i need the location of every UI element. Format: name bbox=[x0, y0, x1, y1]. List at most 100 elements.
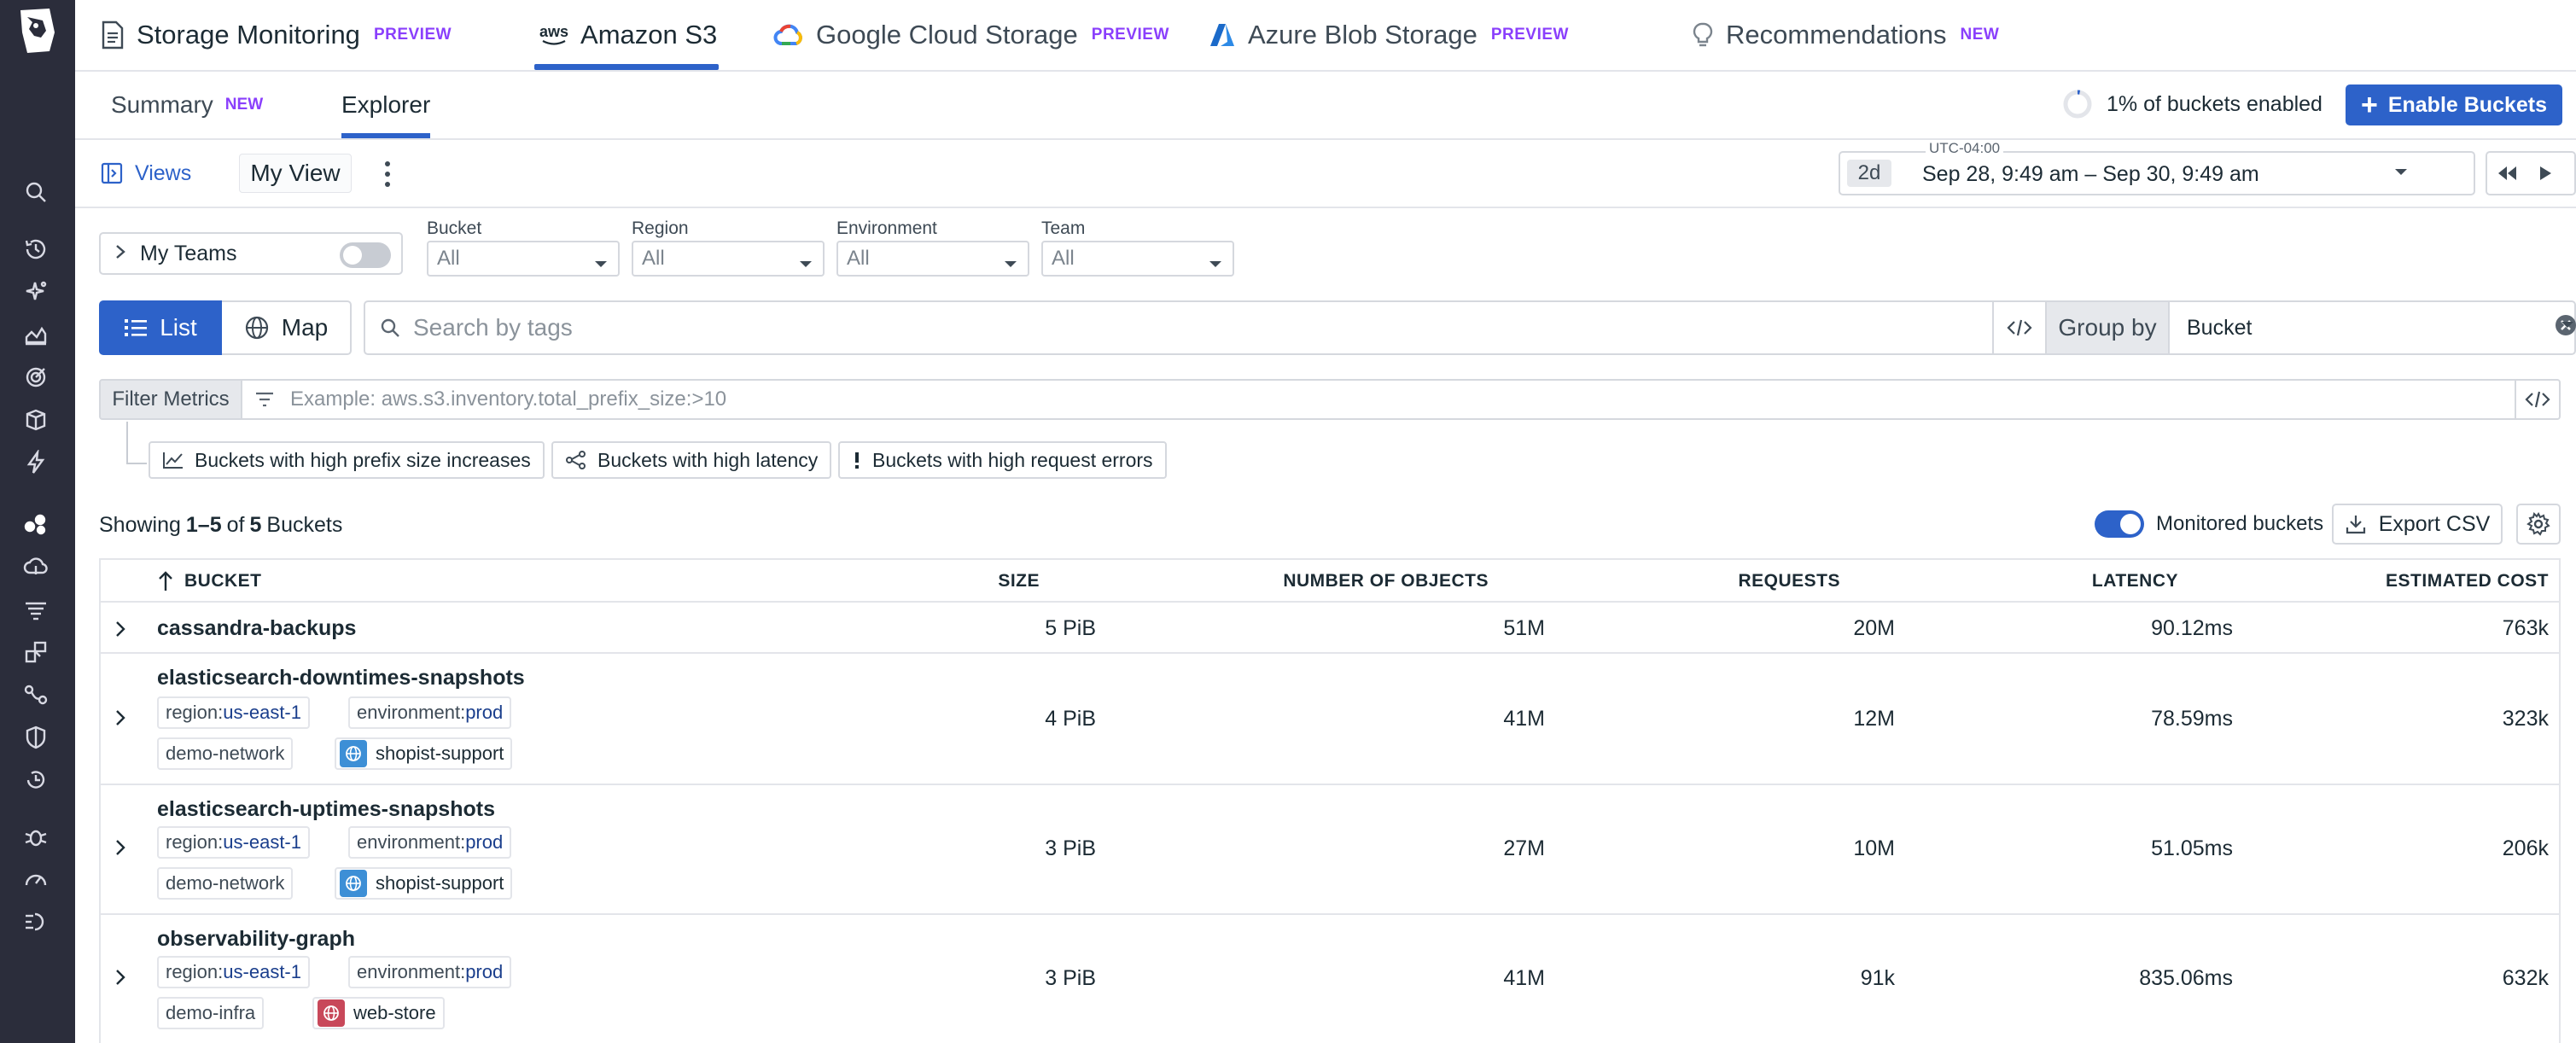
enable-buckets-button[interactable]: + Enable Buckets bbox=[2346, 84, 2562, 125]
search-icon[interactable] bbox=[20, 177, 51, 207]
filter-metrics-input[interactable]: Example: aws.s3.inventory.total_prefix_s… bbox=[241, 379, 2516, 420]
azure-icon bbox=[1209, 21, 1236, 49]
network-icon[interactable] bbox=[20, 679, 51, 710]
filter-value[interactable]: All bbox=[427, 241, 620, 277]
more-options-icon[interactable] bbox=[377, 157, 398, 191]
chip-high-prefix-size[interactable]: Buckets with high prefix size increases bbox=[149, 441, 545, 479]
team-tag[interactable]: shopist-support bbox=[335, 867, 513, 900]
history-icon[interactable] bbox=[20, 234, 51, 265]
synthetics-icon[interactable] bbox=[20, 765, 51, 795]
column-header-latency[interactable]: LATENCY bbox=[1893, 560, 2178, 603]
export-csv-button[interactable]: Export CSV bbox=[2332, 504, 2503, 545]
list-view-button[interactable]: List bbox=[99, 300, 222, 355]
tab-google-cloud-storage[interactable]: Google Cloud Storage PREVIEW bbox=[773, 0, 1169, 70]
tab-recommendations[interactable]: Recommendations NEW bbox=[1692, 0, 1999, 70]
team-tag[interactable]: shopist-support bbox=[335, 737, 513, 770]
filter-value[interactable]: All bbox=[632, 241, 825, 277]
lightbulb-icon bbox=[1692, 21, 1714, 49]
bucket-name[interactable]: elasticsearch-downtimes-snapshots bbox=[157, 666, 525, 690]
service-tag[interactable]: demo-network bbox=[157, 737, 294, 770]
tree-connector bbox=[126, 422, 147, 464]
team-tag[interactable]: web-store bbox=[312, 997, 445, 1029]
code-toggle-button[interactable] bbox=[2515, 379, 2561, 420]
rewind-button[interactable] bbox=[2486, 151, 2528, 195]
bucket-objects: 41M bbox=[1503, 966, 1545, 990]
bolt-icon[interactable] bbox=[20, 447, 51, 478]
bug-icon[interactable] bbox=[20, 821, 51, 852]
expand-row-icon[interactable] bbox=[114, 708, 126, 731]
apm-icon[interactable] bbox=[20, 637, 51, 667]
code-toggle-button[interactable] bbox=[1992, 300, 2047, 355]
tag-key: region: bbox=[166, 702, 224, 723]
expand-row-icon[interactable] bbox=[114, 968, 126, 991]
fast-forward-button[interactable] bbox=[2564, 151, 2576, 195]
my-teams-filter[interactable]: My Teams bbox=[99, 232, 403, 275]
search-input[interactable]: Search by tags bbox=[364, 300, 1994, 355]
time-picker[interactable] bbox=[1839, 151, 2475, 195]
reports-icon[interactable] bbox=[20, 906, 51, 937]
dashboard-icon[interactable] bbox=[20, 319, 51, 350]
column-header-size[interactable]: SIZE bbox=[698, 560, 1040, 603]
bucket-filter[interactable]: Bucket All bbox=[427, 219, 620, 277]
play-button[interactable] bbox=[2526, 151, 2566, 195]
infrastructure-icon[interactable] bbox=[20, 509, 51, 539]
security-icon[interactable] bbox=[20, 722, 51, 753]
table-row[interactable]: elasticsearch-uptimes-snapshots region: u… bbox=[101, 785, 2559, 915]
chip-high-latency[interactable]: Buckets with high latency bbox=[551, 441, 832, 479]
map-view-button[interactable]: Map bbox=[222, 300, 352, 355]
column-label: NUMBER OF OBJECTS bbox=[1283, 571, 1489, 591]
column-header-estimated-cost[interactable]: ESTIMATED COST bbox=[2235, 560, 2549, 603]
environment-tag[interactable]: environment: prod bbox=[348, 826, 512, 859]
integrations-icon[interactable] bbox=[20, 405, 51, 435]
environment-tag[interactable]: environment: prod bbox=[348, 696, 512, 729]
chevron-down-icon[interactable] bbox=[2559, 316, 2576, 337]
column-header-requests[interactable]: REQUESTS bbox=[1552, 560, 1840, 603]
region-tag[interactable]: region: us-east-1 bbox=[157, 696, 310, 729]
bucket-size: 3 PiB bbox=[1045, 836, 1096, 860]
expand-row-icon[interactable] bbox=[114, 838, 126, 861]
tab-summary[interactable]: Summary NEW bbox=[111, 72, 263, 138]
datadog-logo-icon[interactable] bbox=[15, 7, 60, 55]
bucket-name[interactable]: observability-graph bbox=[157, 927, 355, 951]
my-teams-toggle[interactable] bbox=[340, 242, 391, 268]
region-filter[interactable]: Region All bbox=[632, 219, 825, 277]
tab-explorer[interactable]: Explorer bbox=[341, 72, 431, 138]
sparkle-icon[interactable] bbox=[20, 277, 51, 307]
chip-high-request-errors[interactable]: Buckets with high request errors bbox=[838, 441, 1167, 479]
environment-filter[interactable]: Environment All bbox=[836, 219, 1029, 277]
column-header-bucket[interactable]: BUCKET bbox=[157, 560, 413, 603]
views-button[interactable]: Views bbox=[101, 159, 191, 188]
service-tag[interactable]: demo-infra bbox=[157, 997, 265, 1029]
table-row[interactable]: observability-graph region: us-east-1 env… bbox=[101, 915, 2559, 1043]
column-label: REQUESTS bbox=[1738, 571, 1840, 591]
filter-value[interactable]: All bbox=[836, 241, 1029, 277]
service-tag[interactable]: demo-network bbox=[157, 867, 294, 900]
table-row[interactable]: elasticsearch-downtimes-snapshots region… bbox=[101, 654, 2559, 785]
logs-icon[interactable] bbox=[20, 594, 51, 625]
monitored-buckets-toggle[interactable] bbox=[2095, 510, 2144, 538]
table-row[interactable]: cassandra-backups 5 PiB 51M 20M 90.12ms … bbox=[101, 604, 2559, 654]
expand-row-icon[interactable] bbox=[114, 620, 126, 643]
region-tag[interactable]: region: us-east-1 bbox=[157, 956, 310, 988]
team-filter[interactable]: Team All bbox=[1041, 219, 1234, 277]
cloud-icon[interactable] bbox=[20, 551, 51, 582]
filter-value[interactable]: All bbox=[1041, 241, 1234, 277]
monitor-icon[interactable] bbox=[20, 362, 51, 393]
current-view-name[interactable]: My View bbox=[239, 154, 352, 193]
region-tag[interactable]: region: us-east-1 bbox=[157, 826, 310, 859]
filter-icon bbox=[256, 392, 273, 407]
active-tab-indicator bbox=[341, 133, 431, 138]
gauge-icon[interactable] bbox=[20, 864, 51, 894]
enable-buckets-label: Enable Buckets bbox=[2387, 92, 2548, 117]
bucket-name[interactable]: cassandra-backups bbox=[157, 616, 357, 640]
column-header-objects[interactable]: NUMBER OF OBJECTS bbox=[1125, 560, 1489, 603]
tab-azure-blob-storage[interactable]: Azure Blob Storage PREVIEW bbox=[1209, 0, 1569, 70]
tag-text: shopist-support bbox=[376, 872, 504, 894]
tab-amazon-s3[interactable]: aws Amazon S3 bbox=[534, 0, 720, 70]
table-settings-button[interactable] bbox=[2516, 504, 2561, 545]
environment-tag[interactable]: environment: prod bbox=[348, 956, 512, 988]
group-by-select[interactable]: Bucket bbox=[2168, 300, 2576, 355]
chevron-down-icon[interactable] bbox=[2392, 162, 2410, 185]
tab-storage-monitoring[interactable]: Storage Monitoring PREVIEW bbox=[101, 0, 452, 70]
bucket-name[interactable]: elasticsearch-uptimes-snapshots bbox=[157, 797, 495, 821]
